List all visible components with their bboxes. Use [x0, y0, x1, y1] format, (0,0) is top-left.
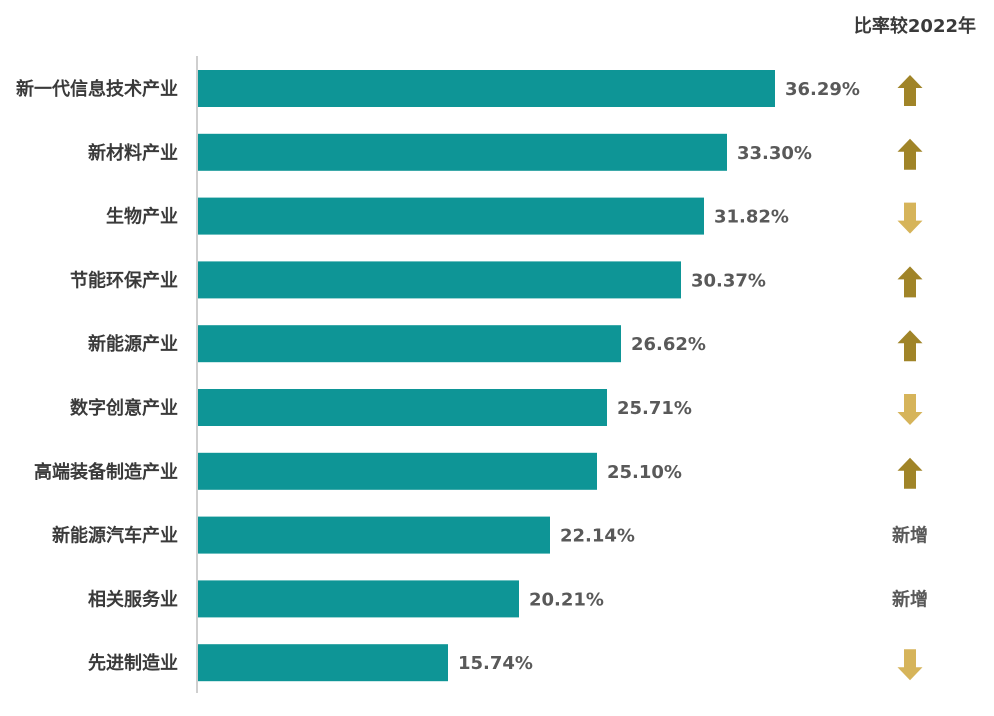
- arrow-up-icon: [897, 266, 923, 298]
- arrow-up-icon: [897, 75, 923, 106]
- category-label: 相关服务业: [88, 588, 178, 610]
- category-label: 新能源汽车产业: [52, 525, 178, 547]
- arrow-down-icon: [897, 394, 923, 425]
- bar: [198, 70, 775, 107]
- category-label: 新一代信息技术产业: [16, 78, 178, 100]
- value-label: 25.10%: [607, 462, 682, 483]
- bar: [198, 452, 597, 490]
- bar: [198, 644, 448, 682]
- value-label: 31.82%: [714, 207, 789, 228]
- category-label: 先进制造业: [88, 652, 178, 674]
- category-label: 新材料产业: [88, 142, 178, 164]
- value-label: 33.30%: [737, 143, 812, 164]
- bar: [198, 261, 681, 299]
- comparison-label: 新增: [892, 588, 928, 610]
- arrow-down-icon: [897, 202, 923, 234]
- bar: [198, 133, 727, 171]
- arrow-up-icon: [897, 138, 923, 170]
- category-label: 数字创意产业: [70, 397, 178, 419]
- category-label: 节能环保产业: [70, 269, 178, 291]
- comparison-label: 新增: [892, 525, 928, 547]
- category-label: 生物产业: [106, 206, 178, 228]
- bar: [198, 580, 519, 618]
- value-label: 20.21%: [529, 589, 604, 610]
- bar: [198, 389, 607, 426]
- category-label: 新能源产业: [88, 333, 178, 355]
- comparison-header: 比率较2022年: [854, 15, 976, 37]
- arrow-up-icon: [897, 457, 923, 489]
- arrow-down-icon: [897, 649, 923, 681]
- value-label: 36.29%: [785, 79, 860, 100]
- category-label: 高端装备制造产业: [34, 461, 178, 483]
- chart-rows: 新一代信息技术产业 36.29% 新材料产业 33.30% 生物产业 31.82% 节能环保…: [16, 70, 928, 682]
- value-label: 22.14%: [560, 526, 635, 547]
- value-label: 26.62%: [631, 334, 706, 355]
- bar: [198, 197, 704, 235]
- value-label: 30.37%: [691, 270, 766, 291]
- value-label: 15.74%: [458, 653, 533, 674]
- bar: [198, 325, 621, 363]
- bar: [198, 516, 550, 554]
- value-label: 25.71%: [617, 398, 692, 419]
- arrow-up-icon: [897, 330, 923, 362]
